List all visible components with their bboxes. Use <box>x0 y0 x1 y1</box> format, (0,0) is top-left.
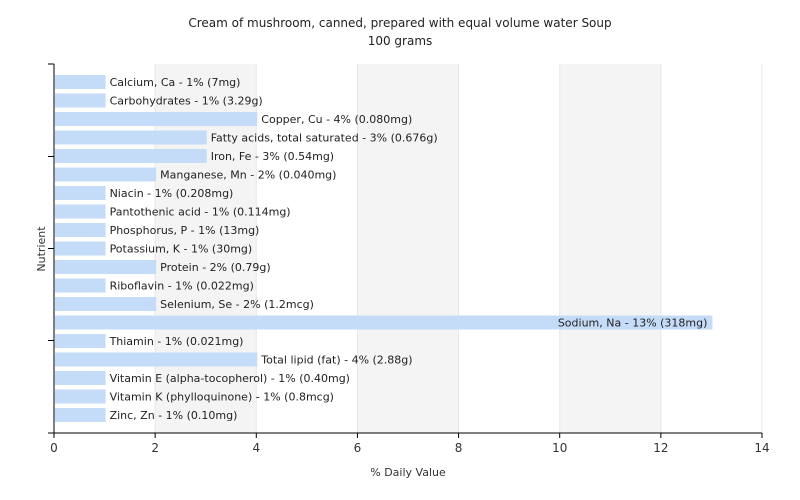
chart-title: Cream of mushroom, canned, prepared with… <box>188 16 611 30</box>
grid-band <box>357 64 459 433</box>
grid-band <box>458 64 560 433</box>
bar <box>55 334 106 348</box>
x-tick-label: 10 <box>552 441 567 455</box>
bar-label: Phosphorus, P - 1% (13mg) <box>110 224 260 237</box>
axes: 0 2 4 6 8 10 12 14 <box>48 63 770 455</box>
bar <box>55 149 207 163</box>
bar <box>55 130 207 145</box>
bar <box>55 112 258 126</box>
bar <box>55 352 258 367</box>
x-axis-title: % Daily Value <box>370 466 446 479</box>
x-tick-label: 14 <box>754 441 769 455</box>
bar-label: Fatty acids, total saturated - 3% (0.676… <box>211 132 438 145</box>
bar-label: Copper, Cu - 4% (0.080mg) <box>261 113 412 126</box>
bar <box>55 278 106 293</box>
grid-band <box>660 64 762 433</box>
bar-label: Calcium, Ca - 1% (7mg) <box>110 76 241 89</box>
bar-label: Selenium, Se - 2% (1.2mcg) <box>160 298 314 311</box>
bar <box>55 315 713 330</box>
grid-band <box>256 64 358 433</box>
bar <box>55 93 106 108</box>
bar <box>55 186 106 200</box>
x-tick-label: 4 <box>252 441 260 455</box>
bar-label: Thiamin - 1% (0.021mg) <box>109 335 244 348</box>
bar-label: Carbohydrates - 1% (3.29g) <box>110 95 263 108</box>
bar-label: Manganese, Mn - 2% (0.040mg) <box>160 169 336 182</box>
bar <box>55 241 106 256</box>
bar <box>55 204 106 219</box>
bar <box>55 297 157 311</box>
bar <box>55 223 106 237</box>
bar-label: Pantothenic acid - 1% (0.114mg) <box>110 206 291 219</box>
grid-band <box>559 64 661 433</box>
x-tick-label: 6 <box>354 441 362 455</box>
bar-label: Vitamin E (alpha-tocopherol) - 1% (0.40m… <box>110 372 350 385</box>
bar-label: Sodium, Na - 13% (318mg) <box>558 317 708 330</box>
bar-label: Riboflavin - 1% (0.022mg) <box>110 280 254 293</box>
bar-label: Niacin - 1% (0.208mg) <box>110 187 234 200</box>
bar-label: Iron, Fe - 3% (0.54mg) <box>211 150 334 163</box>
bars: Calcium, Ca - 1% (7mg) Carbohydrates - 1%… <box>55 75 713 422</box>
y-axis-title: Nutrient <box>35 226 48 272</box>
bar-label: Zinc, Zn - 1% (0.10mg) <box>110 409 238 422</box>
x-tick-label: 0 <box>50 441 58 455</box>
bar-label: Protein - 2% (0.79g) <box>160 261 271 274</box>
bar <box>55 75 106 89</box>
bar-label: Total lipid (fat) - 4% (2.88g) <box>260 354 412 367</box>
x-tick-label: 8 <box>455 441 463 455</box>
x-tick-label: 12 <box>653 441 668 455</box>
bar <box>55 260 157 274</box>
bar <box>55 408 106 422</box>
bar-label: Vitamin K (phylloquinone) - 1% (0.8mcg) <box>110 391 334 404</box>
x-tick-label: 2 <box>151 441 159 455</box>
bar-label: Potassium, K - 1% (30mg) <box>110 243 253 256</box>
chart-subtitle: 100 grams <box>368 34 433 48</box>
bar <box>55 167 157 182</box>
bar <box>55 371 106 385</box>
bar <box>55 389 106 404</box>
